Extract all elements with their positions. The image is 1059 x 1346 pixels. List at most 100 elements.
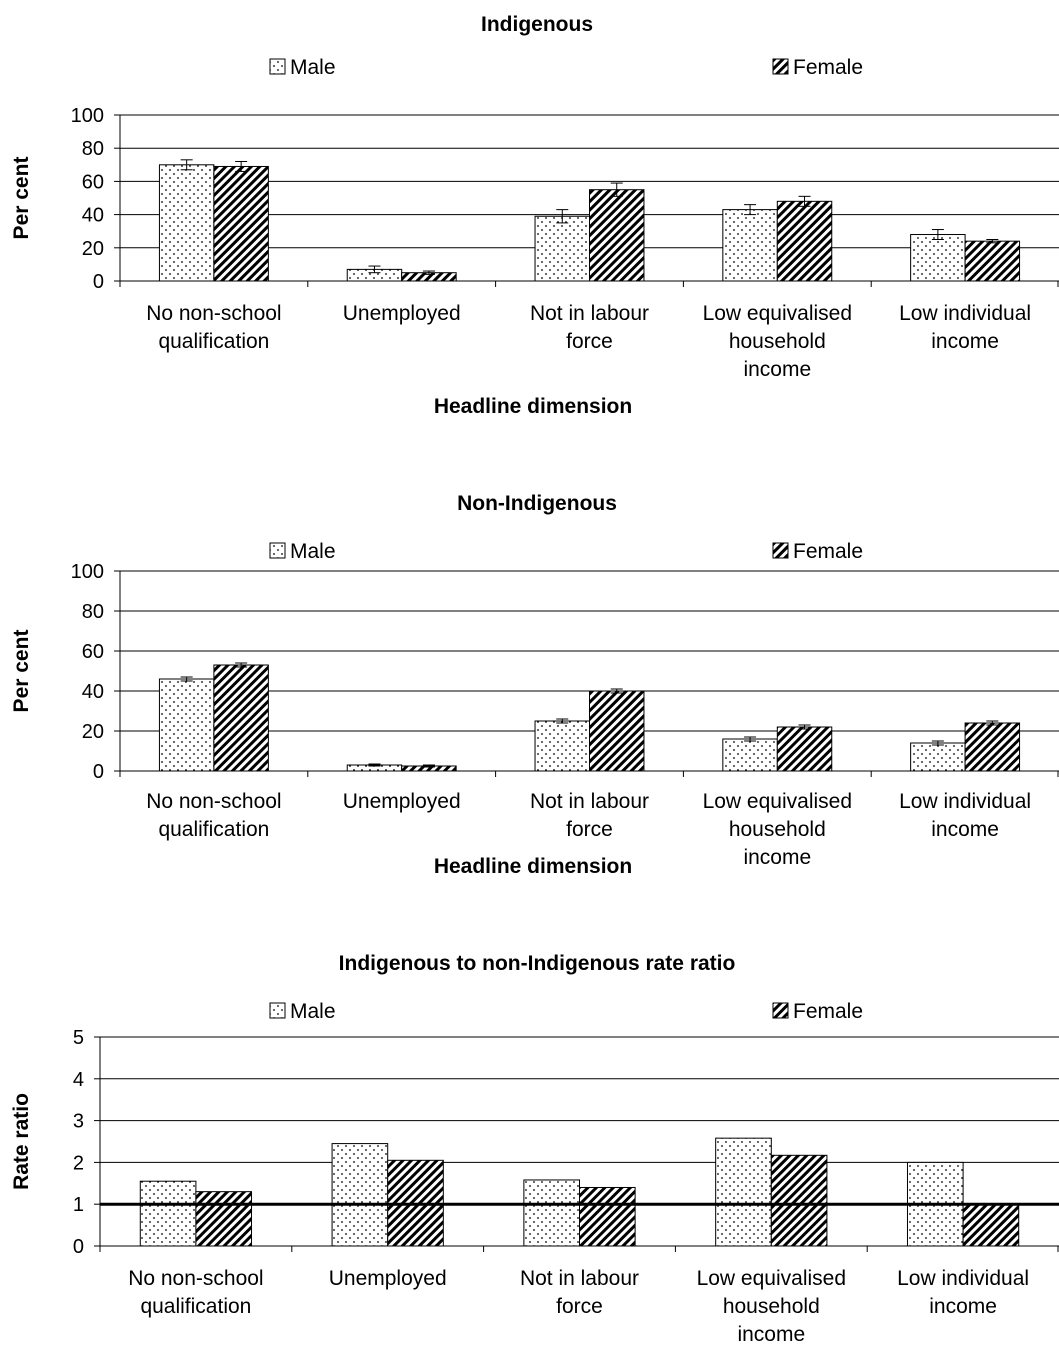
- category-label-line: Low individual: [899, 302, 1031, 325]
- category-label-line: income: [931, 818, 999, 841]
- category-label-line: Low individual: [897, 1267, 1029, 1290]
- category-label: Not in labour force: [530, 790, 649, 841]
- y-tick-label: 0: [93, 761, 104, 783]
- bar-female-2: [579, 1186, 636, 1247]
- category-label: No non-school qualification: [146, 302, 281, 353]
- bar-male-1: [331, 1143, 389, 1247]
- bar-female-2: [589, 189, 645, 282]
- bar-male-3: [722, 738, 778, 772]
- category-label-line: Low equivalised: [697, 1267, 846, 1290]
- y-tick-label: 80: [82, 601, 104, 623]
- bar-female-3: [770, 1154, 828, 1247]
- y-tick-label: 0: [73, 1236, 84, 1258]
- category-label-line: qualification: [158, 818, 269, 841]
- category-label: Not in labour force: [520, 1267, 639, 1318]
- category-label: Low equivalised household income: [703, 302, 852, 381]
- legend-male-label: Male: [290, 1000, 336, 1023]
- y-tick-label: 4: [73, 1069, 84, 1091]
- bar-male-2: [523, 1179, 580, 1247]
- chart-0: Indigenous Male Female 0 20 40 60 80 100 No non-s…: [10, 13, 1059, 418]
- y-axis-title: Per cent: [10, 157, 33, 240]
- legend-male-label: Male: [290, 56, 336, 79]
- category-label-line: force: [556, 1295, 603, 1318]
- category-label-line: Not in labour: [530, 790, 649, 813]
- category-label: Low individual income: [899, 790, 1031, 841]
- bar-male-0: [158, 678, 215, 772]
- category-label-line: No non-school: [128, 1267, 263, 1290]
- category-label-line: household: [729, 818, 826, 841]
- legend: Male Female: [269, 1000, 863, 1023]
- legend-male-swatch: [269, 58, 286, 75]
- bar-female-0: [213, 165, 269, 282]
- category-label-line: income: [931, 330, 999, 353]
- chart-1: Non-Indigenous Male Female 0 20 40 60 80 100 No n…: [10, 492, 1059, 878]
- category-label: Unemployed: [343, 302, 461, 325]
- category-label: Unemployed: [329, 1267, 447, 1290]
- category-label: No non-school qualification: [128, 1267, 263, 1318]
- category-label: No non-school qualification: [146, 790, 281, 841]
- category-label-line: qualification: [140, 1295, 251, 1318]
- category-label-line: Low equivalised: [703, 302, 852, 325]
- y-tick-label: 60: [82, 171, 104, 193]
- category-label: Low equivalised household income: [697, 1267, 846, 1346]
- chart-2: Indigenous to non-Indigenous rate ratio M…: [10, 952, 1059, 1346]
- category-label-line: No non-school: [146, 790, 281, 813]
- category-label: Low individual income: [899, 302, 1031, 353]
- legend: Male Female: [269, 540, 863, 563]
- category-label-line: Unemployed: [343, 790, 461, 813]
- category-label-line: income: [737, 1323, 805, 1346]
- y-tick-label: 20: [82, 238, 104, 260]
- category-label: Low individual income: [897, 1267, 1029, 1318]
- y-tick-label: 100: [71, 561, 104, 583]
- y-axis-title: Rate ratio: [10, 1093, 33, 1190]
- category-label-line: force: [566, 818, 613, 841]
- bar-male-2: [534, 720, 591, 772]
- category-label-line: Unemployed: [329, 1267, 447, 1290]
- category-label-line: Low equivalised: [703, 790, 852, 813]
- y-tick-label: 60: [82, 641, 104, 663]
- legend-female-swatch: [772, 542, 789, 559]
- y-tick-label: 5: [73, 1027, 84, 1049]
- bar-female-0: [195, 1191, 253, 1247]
- legend-female-swatch: [772, 1002, 789, 1019]
- legend-female-swatch: [772, 58, 789, 75]
- category-label: Low equivalised household income: [703, 790, 852, 869]
- x-axis-title: Headline dimension: [434, 855, 632, 878]
- bar-male-4: [910, 742, 966, 772]
- legend-female-label: Female: [793, 56, 863, 79]
- y-tick-label: 80: [82, 138, 104, 160]
- y-tick-label: 100: [71, 105, 104, 127]
- category-label-line: Unemployed: [343, 302, 461, 325]
- y-tick-label: 2: [73, 1152, 84, 1174]
- chart-title: Non-Indigenous: [457, 492, 617, 515]
- bar-female-3: [776, 726, 833, 772]
- y-tick-label: 3: [73, 1111, 84, 1133]
- bar-male-3: [715, 1137, 772, 1247]
- bar-male-3: [722, 209, 778, 282]
- category-label: Not in labour force: [530, 302, 649, 353]
- bar-female-0: [213, 664, 269, 772]
- y-tick-label: 1: [73, 1194, 84, 1216]
- y-tick-label: 40: [82, 205, 104, 227]
- y-tick-label: 40: [82, 681, 104, 703]
- chart-title: Indigenous: [481, 13, 593, 36]
- legend-female-label: Female: [793, 540, 863, 563]
- bar-female-4: [964, 240, 1021, 282]
- y-axis-title: Per cent: [10, 630, 33, 713]
- category-label-line: No non-school: [146, 302, 281, 325]
- y-tick-label: 20: [82, 721, 104, 743]
- bar-female-4: [962, 1203, 1020, 1247]
- bar-female-3: [776, 200, 833, 282]
- chart-title: Indigenous to non-Indigenous rate ratio: [339, 952, 736, 975]
- bar-male-2: [534, 215, 591, 282]
- category-label-line: household: [723, 1295, 820, 1318]
- category-label-line: income: [743, 846, 811, 869]
- legend-male-swatch: [269, 1002, 286, 1019]
- category-label-line: income: [743, 358, 811, 381]
- legend-female-label: Female: [793, 1000, 863, 1023]
- category-label-line: Low individual: [899, 790, 1031, 813]
- y-tick-label: 0: [93, 271, 104, 293]
- bar-male-0: [139, 1180, 197, 1247]
- bar-female-4: [964, 722, 1021, 772]
